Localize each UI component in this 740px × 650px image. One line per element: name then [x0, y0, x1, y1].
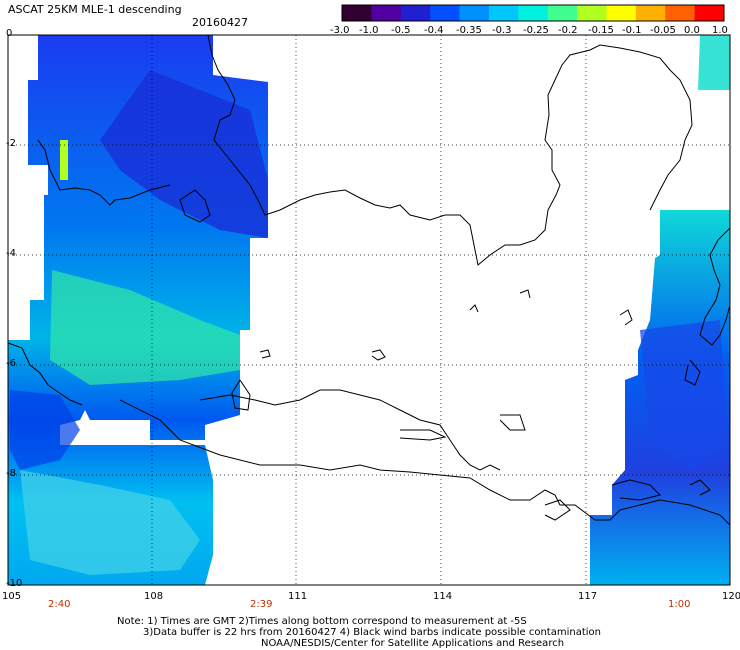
- x-tick-1: 108: [144, 591, 164, 602]
- coastlines: [7, 34, 731, 526]
- colorbar-label-1: -3.0: [330, 25, 350, 36]
- map-date: 20160427: [192, 16, 248, 29]
- x-tick-5: 120: [722, 591, 740, 602]
- pass-time-2: 2:39: [250, 599, 273, 610]
- colorbar-swatch: [430, 5, 461, 21]
- note-line-3: NOAA/NESDIS/Center for Satellite Applica…: [261, 638, 565, 649]
- x-tick-4: 117: [578, 591, 598, 602]
- colorbar-label-7: -0.25: [523, 25, 549, 36]
- colorbar-label-11: -0.05: [650, 25, 676, 36]
- swath-right: [590, 35, 730, 585]
- colorbar-swatch: [635, 5, 666, 21]
- colorbar-swatch: [459, 5, 490, 21]
- colorbar-swatch: [488, 5, 519, 21]
- gridlines: [8, 35, 730, 585]
- colorbar-swatch: [665, 5, 696, 21]
- colorbar: [341, 4, 725, 22]
- x-tick-0: 105: [2, 591, 22, 602]
- colorbar-label-2: -1.0: [359, 25, 379, 36]
- colorbar-label-6: -0.3: [492, 25, 512, 36]
- colorbar-label-13: 1.0: [712, 25, 728, 36]
- colorbar-swatch: [518, 5, 549, 21]
- x-tick-3: 114: [433, 591, 453, 602]
- colorbar-label-9: -0.15: [588, 25, 614, 36]
- pass-time-1: 2:40: [48, 599, 71, 610]
- colorbar-label-8: -0.2: [558, 25, 578, 36]
- x-tick-2: 111: [288, 591, 308, 602]
- colorbar-swatch: [371, 5, 402, 21]
- colorbar-swatch: [606, 5, 637, 21]
- y-tick-1: -2: [6, 138, 16, 149]
- colorbar-swatch: [342, 5, 372, 21]
- y-tick-4: -8: [6, 468, 16, 479]
- note-line-1: Note: 1) Times are GMT 2)Times along bot…: [117, 616, 527, 627]
- map-frame: [7, 34, 731, 586]
- colorbar-swatch: [400, 5, 431, 21]
- y-tick-0: 0: [6, 28, 13, 39]
- colorbar-label-12: 0.0: [684, 25, 700, 36]
- colorbar-swatch: [547, 5, 578, 21]
- colorbar-frame: [341, 4, 725, 22]
- colorbar-label-3: -0.5: [391, 25, 411, 36]
- y-tick-5: -10: [6, 578, 23, 589]
- colorbar-label-10: -0.1: [622, 25, 642, 36]
- colorbar-label-4: -0.4: [424, 25, 444, 36]
- swath-left: [8, 35, 268, 585]
- colorbar-swatch: [577, 5, 607, 21]
- y-tick-3: -6: [6, 358, 16, 369]
- colorbar-label-5: -0.35: [456, 25, 482, 36]
- map-title: ASCAT 25KM MLE-1 descending: [8, 3, 182, 16]
- colorbar-swatch: [694, 5, 725, 21]
- note-line-2: 3)Data buffer is 22 hrs from 20160427 4)…: [143, 627, 601, 638]
- y-tick-2: -4: [6, 248, 16, 259]
- pass-time-3: 1:00: [668, 599, 691, 610]
